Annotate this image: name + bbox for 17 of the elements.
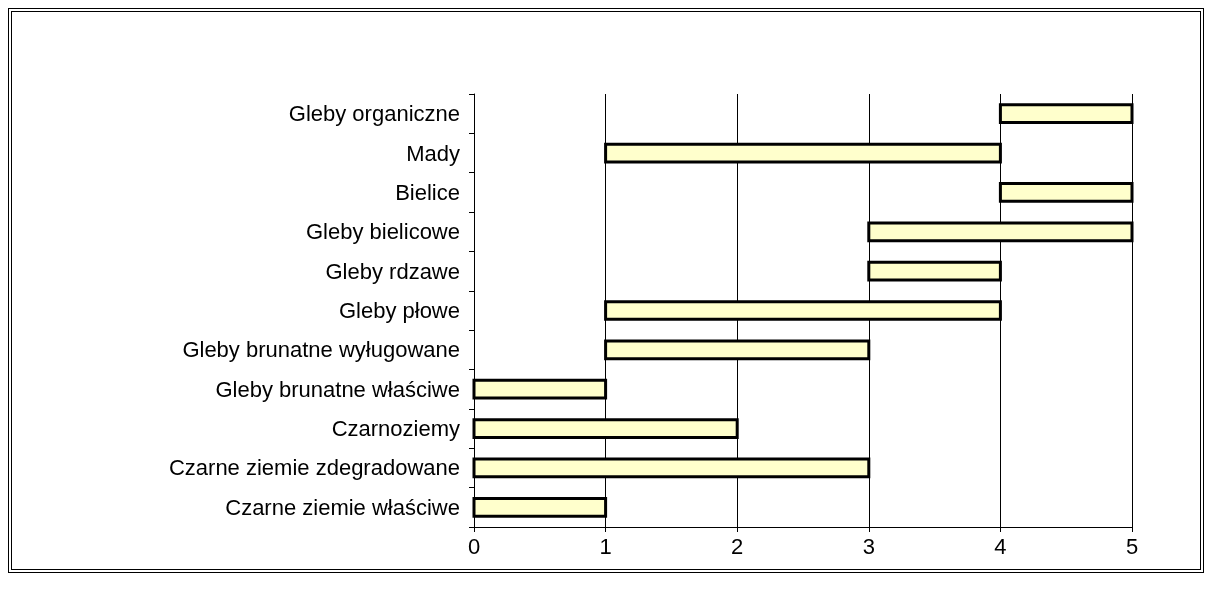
y-tick-label: Gleby rdzawe [325, 258, 460, 284]
x-tick-label: 5 [1125, 533, 1139, 559]
y-tick-label: Gleby brunatne właściwe [215, 376, 460, 402]
y-tick-label: Bielice [395, 179, 460, 205]
y-tick-label: Mady [406, 140, 460, 166]
y-tick-label: Gleby płowe [338, 298, 460, 323]
y-tick-label: Gleby brunatne wyługowane [182, 337, 460, 363]
x-tick-label: 0 [467, 533, 481, 559]
x-tick-label: 2 [731, 533, 744, 559]
y-tick-label: Czarnoziemy [331, 416, 460, 442]
x-tick-label: 1 [599, 533, 612, 559]
y-tick-label: Gleby bielicowe [305, 219, 460, 245]
x-tick-label: 4 [994, 533, 1007, 559]
y-tick-label: Czarne ziemie zdegradowane [168, 455, 460, 481]
y-tick-label: Gleby organiczne [288, 101, 460, 127]
y-tick-label: Czarne ziemie właściwe [225, 494, 460, 520]
x-tick-label: 3 [862, 533, 875, 559]
